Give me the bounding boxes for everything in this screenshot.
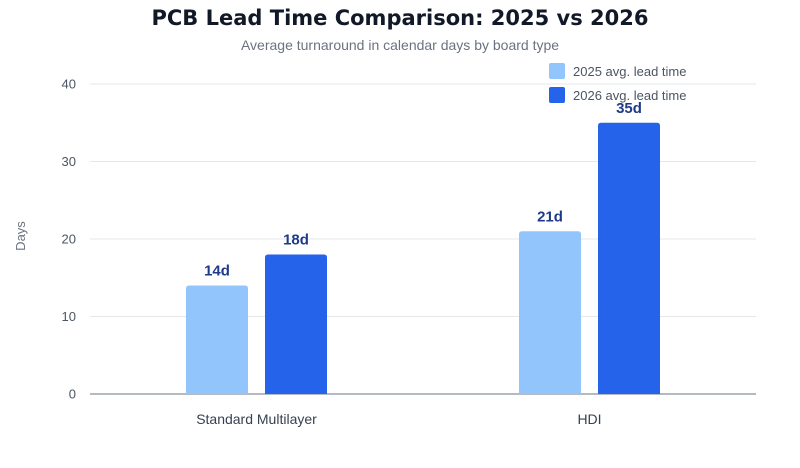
bar-value-label: 35d [616, 100, 642, 117]
y-tick-label: 30 [62, 154, 76, 169]
y-axis-ticks: 0 10 20 30 40 [62, 77, 76, 402]
chart-title: PCB Lead Time Comparison: 2025 vs 2026 [151, 6, 649, 30]
bar [598, 122, 660, 394]
legend-swatch [549, 87, 565, 103]
legend-label: 2026 avg. lead time [573, 88, 686, 103]
y-tick-label: 10 [62, 309, 76, 324]
chart-subtitle: Average turnaround in calendar days by b… [240, 37, 560, 53]
y-tick-label: 40 [62, 77, 76, 92]
x-axis-categories: Standard Multilayer HDI [196, 411, 601, 427]
legend-swatch [549, 63, 565, 79]
bar-value-label: 14d [204, 263, 230, 280]
x-category-label: Standard Multilayer [196, 411, 317, 427]
y-tick-label: 0 [69, 387, 76, 402]
bar-value-label: 21d [537, 208, 563, 225]
y-axis-title: Days [13, 221, 28, 251]
bar-value-label: 18d [283, 232, 309, 249]
bar-series: 14d 18d 21d 35d [186, 100, 660, 394]
legend: 2025 avg. lead time 2026 avg. lead time [549, 63, 686, 103]
bar [265, 254, 327, 394]
y-tick-label: 20 [62, 232, 76, 247]
x-category-label: HDI [577, 411, 601, 427]
bar [519, 231, 581, 394]
bar [186, 285, 248, 394]
legend-label: 2025 avg. lead time [573, 64, 686, 79]
